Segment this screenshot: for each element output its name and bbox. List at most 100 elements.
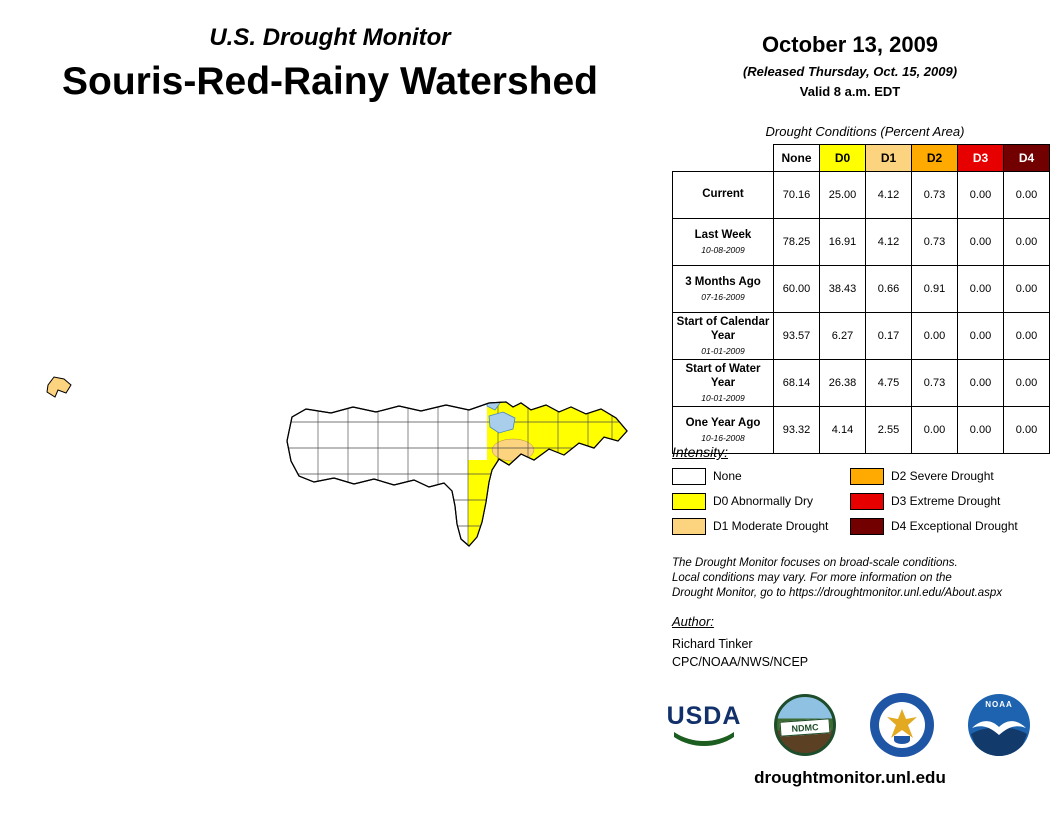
table-header-row: None D0 D1 D2 D3 D4 — [673, 144, 1050, 172]
table-cell: 0.00 — [911, 312, 958, 360]
legend-item-none: None — [672, 467, 850, 485]
table-cell: 0.00 — [957, 171, 1004, 219]
table-cell: 0.73 — [911, 218, 958, 266]
legend-item-d2: D2 Severe Drought — [850, 467, 1032, 485]
table-cell: 0.66 — [865, 265, 912, 313]
row-label: 3 Months Ago 07-16-2009 — [672, 265, 774, 313]
ndmc-logo-text: NDMC — [779, 718, 831, 737]
watershed-outline — [286, 401, 628, 547]
table-cell: 70.16 — [773, 171, 820, 219]
legend-title: Intensity: — [672, 444, 729, 460]
legend-label: None — [713, 469, 742, 483]
table-row-last-week: Last Week 10-08-2009 78.25 16.91 4.12 0.… — [672, 218, 1050, 266]
disclaimer-line-3: Drought Monitor, go to https://droughtmo… — [672, 587, 1003, 599]
table-cell: 26.38 — [819, 359, 866, 407]
ndmc-logo: NDMC — [774, 694, 836, 756]
table-cell: 0.00 — [957, 265, 1004, 313]
legend-column-left: None D0 Abnormally Dry D1 Moderate Droug… — [672, 467, 850, 543]
title-block: U.S. Drought Monitor Souris-Red-Rainy Wa… — [0, 24, 660, 104]
legend-item-d1: D1 Moderate Drought — [672, 517, 850, 535]
table-cell: 0.00 — [1003, 265, 1050, 313]
table-cell: 4.12 — [865, 171, 912, 219]
legend-label: D2 Severe Drought — [891, 469, 994, 483]
color-swatch-d4 — [850, 517, 884, 535]
table-cell: 0.91 — [911, 265, 958, 313]
column-header-d1: D1 — [865, 144, 912, 172]
eagle-icon — [887, 709, 917, 744]
disclaimer-text: The Drought Monitor focuses on broad-sca… — [672, 556, 1002, 601]
table-cell: 16.91 — [819, 218, 866, 266]
color-swatch-d3 — [850, 492, 884, 510]
row-label-text: Start of Calendar Year — [676, 316, 770, 342]
logo-row: USDA NDMC NOAA — [666, 692, 1030, 758]
valid-time: Valid 8 a.m. EDT — [799, 84, 901, 99]
table-cell: 4.75 — [865, 359, 912, 407]
color-swatch-none — [672, 467, 706, 485]
table-cell: 0.73 — [911, 359, 958, 407]
table-cell: 0.00 — [911, 406, 958, 454]
noaa-logo: NOAA — [968, 694, 1030, 756]
report-date: October 13, 2009 — [761, 32, 939, 57]
disclaimer-line-2: Local conditions may vary. For more info… — [672, 572, 952, 584]
table-cell: 0.00 — [1003, 406, 1050, 454]
date-block: October 13, 2009 (Released Thursday, Oct… — [672, 32, 1028, 99]
row-label: Last Week 10-08-2009 — [672, 218, 774, 266]
table-cell: 6.27 — [819, 312, 866, 360]
table-corner-cell — [673, 145, 774, 172]
row-label-text: One Year Ago — [685, 417, 761, 430]
usda-swoosh-icon — [674, 731, 734, 746]
intensity-legend: None D0 Abnormally Dry D1 Moderate Droug… — [672, 467, 1032, 543]
legend-item-d3: D3 Extreme Drought — [850, 492, 1032, 510]
table-cell: 60.00 — [773, 265, 820, 313]
table-cell: 0.00 — [1003, 171, 1050, 219]
commerce-seal-logo — [870, 693, 934, 757]
legend-item-d0: D0 Abnormally Dry — [672, 492, 850, 510]
drought-conditions-table: None D0 D1 D2 D3 D4 Current 70.16 25.00 … — [672, 144, 1050, 454]
commerce-seal-center — [879, 702, 925, 748]
usda-logo-text: USDA — [666, 701, 742, 730]
table-cell: 0.00 — [957, 312, 1004, 360]
row-date: 01-01-2009 — [701, 345, 745, 356]
table-row-one-year-ago: One Year Ago 10-16-2008 93.32 4.14 2.55 … — [672, 406, 1050, 454]
row-date: 07-16-2009 — [701, 291, 745, 302]
detached-region-west — [46, 376, 72, 398]
table-cell: 2.55 — [865, 406, 912, 454]
table-row-3-months-ago: 3 Months Ago 07-16-2009 60.00 38.43 0.66… — [672, 265, 1050, 313]
table-cell: 0.00 — [1003, 359, 1050, 407]
author-heading: Author: — [672, 614, 714, 629]
table-title: Drought Conditions (Percent Area) — [765, 124, 965, 139]
legend-label: D0 Abnormally Dry — [713, 494, 814, 508]
website-url: droughtmonitor.unl.edu — [754, 768, 946, 787]
row-label-text: Start of Water Year — [685, 363, 761, 389]
table-cell: 4.12 — [865, 218, 912, 266]
legend-label: D1 Moderate Drought — [713, 519, 829, 533]
table-cell: 25.00 — [819, 171, 866, 219]
disclaimer-line-1: The Drought Monitor focuses on broad-sca… — [672, 557, 958, 569]
legend-item-d4: D4 Exceptional Drought — [850, 517, 1032, 535]
table-cell: 93.57 — [773, 312, 820, 360]
legend-label: D3 Extreme Drought — [891, 494, 1001, 508]
row-label-text: Current — [702, 188, 744, 201]
column-header-d3: D3 — [957, 144, 1004, 172]
table-row-start-water-year: Start of Water Year 10-01-2009 68.14 26.… — [672, 359, 1050, 407]
column-header-d0: D0 — [819, 144, 866, 172]
table-cell: 0.17 — [865, 312, 912, 360]
color-swatch-d1 — [672, 517, 706, 535]
color-swatch-d2 — [850, 467, 884, 485]
author-organization: CPC/NOAA/NWS/NCEP — [672, 655, 809, 669]
usda-logo: USDA — [666, 701, 742, 749]
table-cell: 68.14 — [773, 359, 820, 407]
row-label-text: 3 Months Ago — [685, 276, 761, 289]
column-header-d4: D4 — [1003, 144, 1050, 172]
report-title: U.S. Drought Monitor — [209, 24, 451, 51]
row-label: Start of Calendar Year 01-01-2009 — [672, 312, 774, 360]
lake-lower — [488, 411, 516, 434]
color-swatch-d0 — [672, 492, 706, 510]
row-date: 10-08-2009 — [701, 244, 745, 255]
watershed-map — [46, 376, 628, 547]
table-cell: 0.00 — [1003, 218, 1050, 266]
table-cell: 0.00 — [957, 359, 1004, 407]
table-cell: 0.73 — [911, 171, 958, 219]
legend-column-right: D2 Severe Drought D3 Extreme Drought D4 … — [850, 467, 1032, 543]
